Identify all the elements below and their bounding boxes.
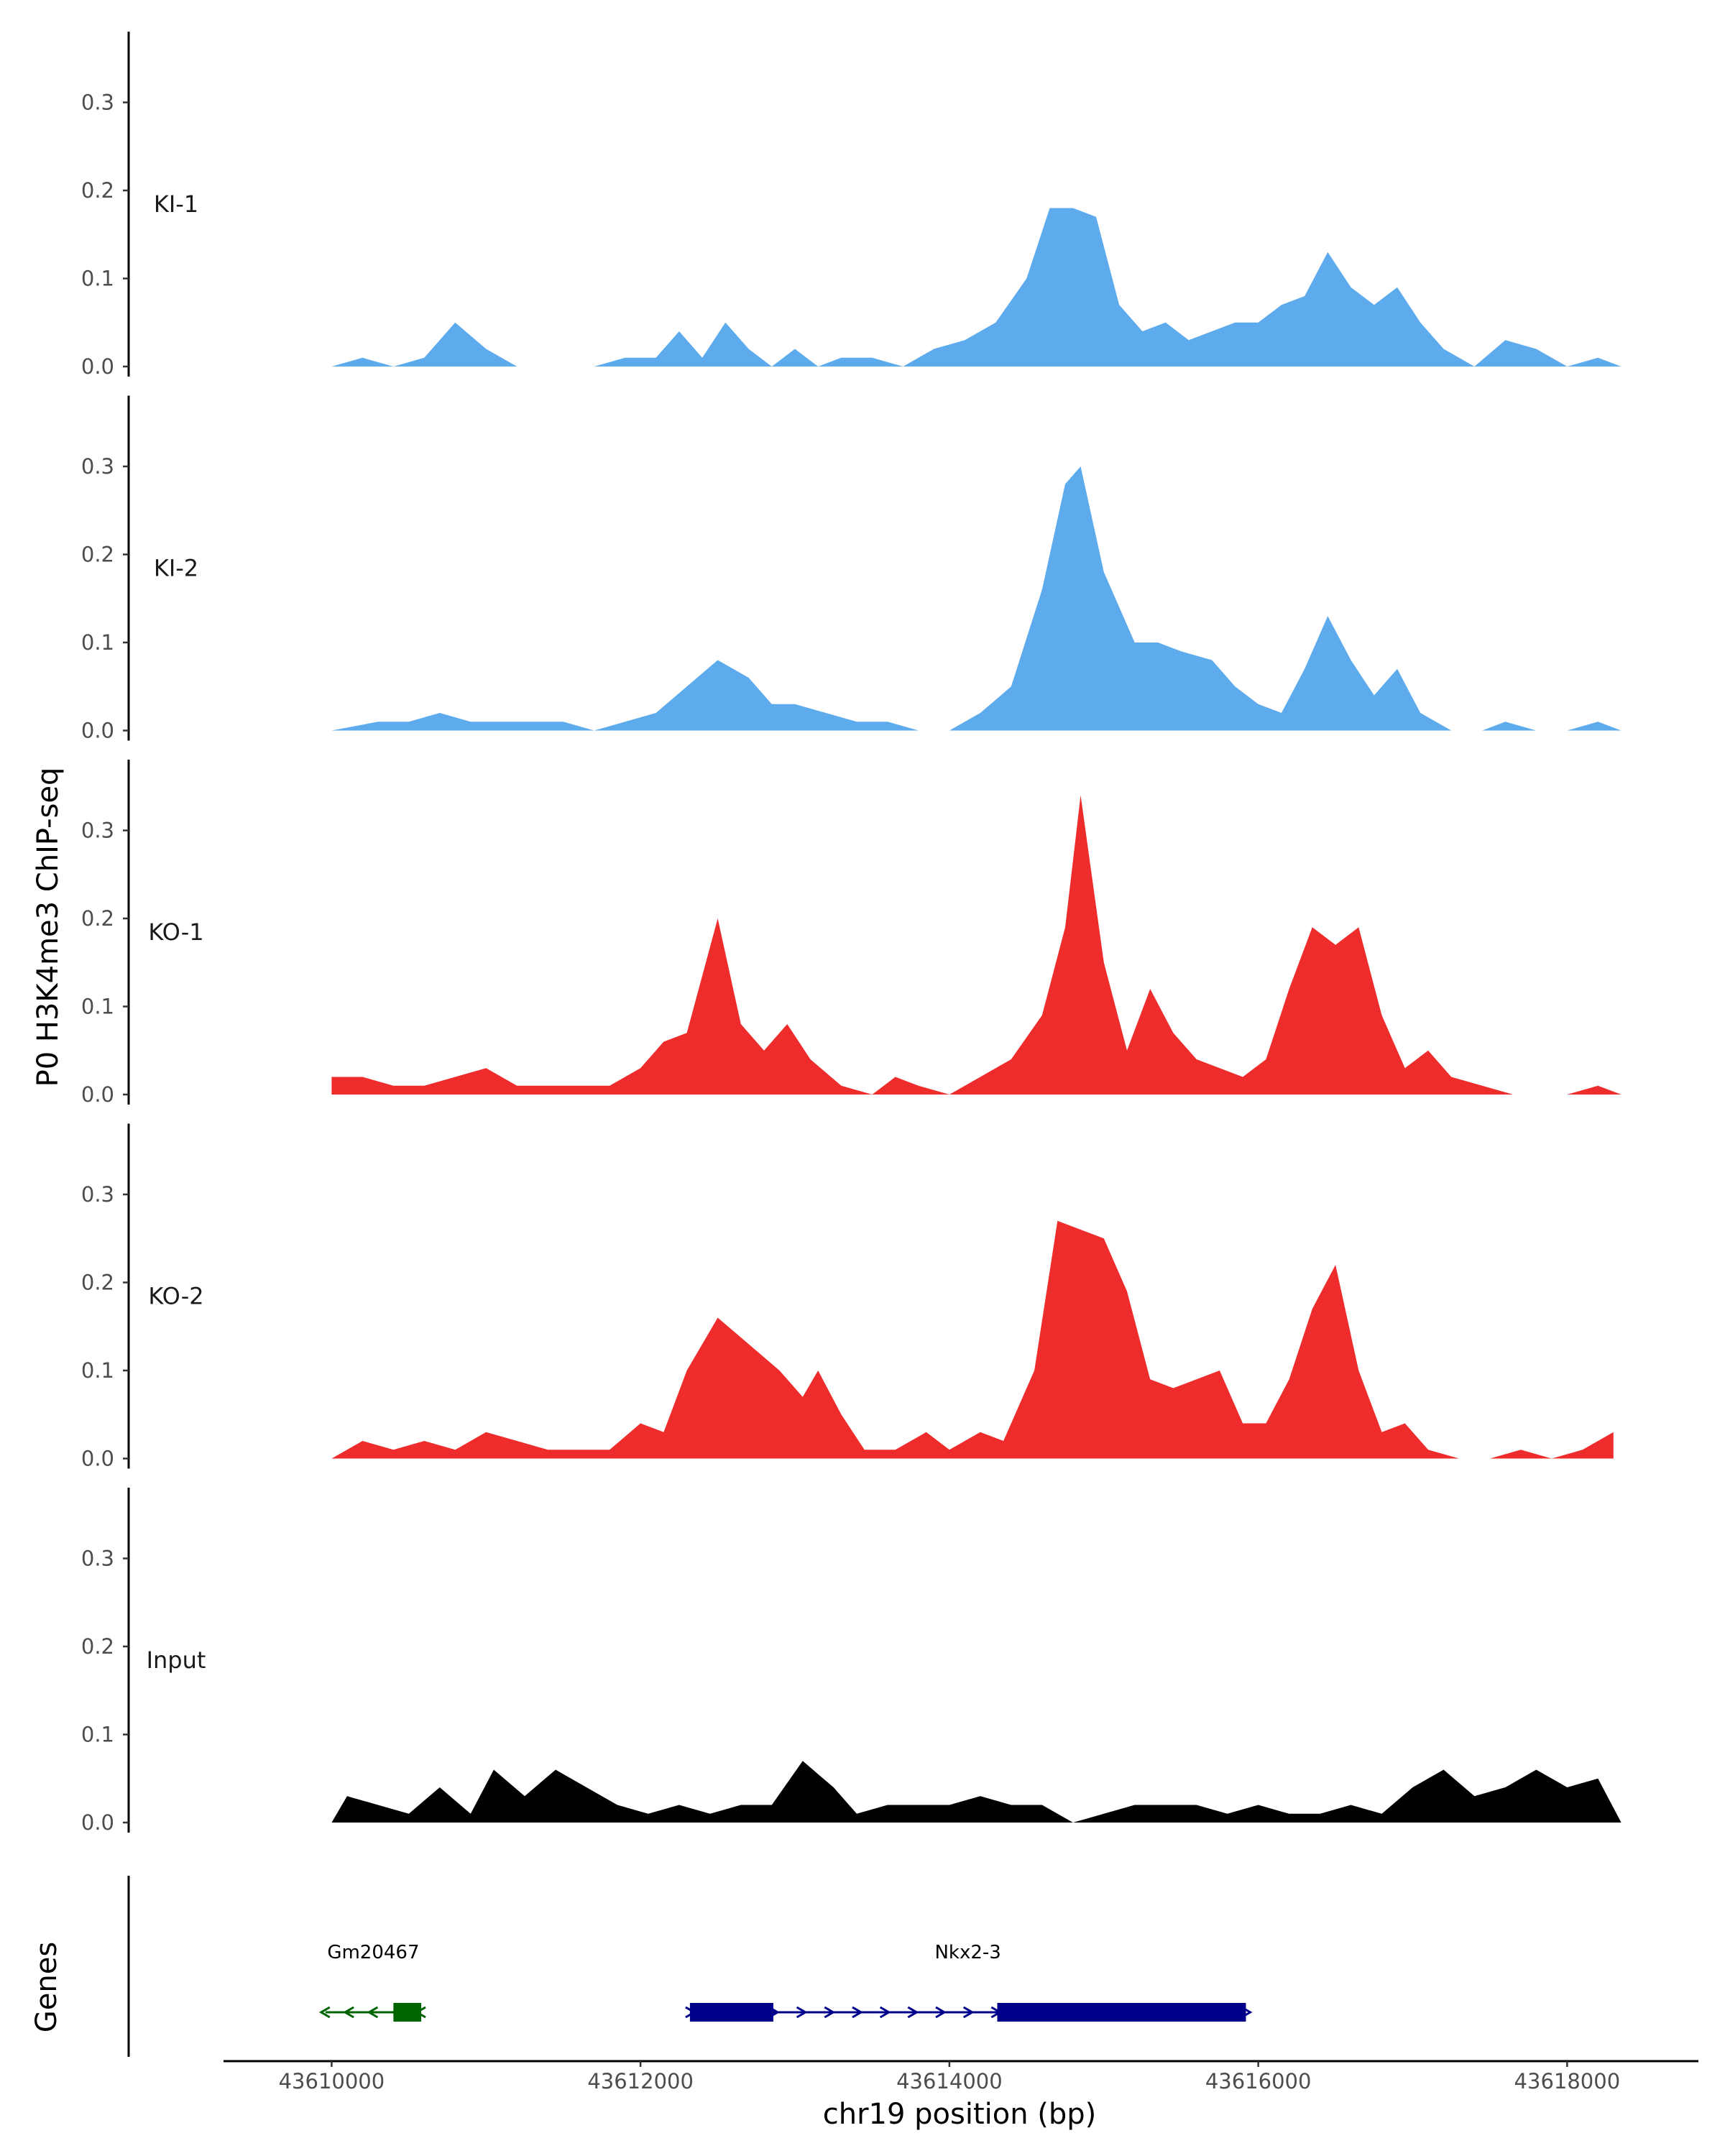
track-label: KI-1: [154, 190, 198, 218]
strand-arrow: [367, 2006, 379, 2019]
y-tick-label: 0.1: [81, 1723, 114, 1747]
genes-axis-title: Genes: [30, 1942, 63, 2032]
y-tick-label: 0.1: [81, 1358, 114, 1383]
y-tick-label: 0.1: [81, 630, 114, 655]
track-label: KO-2: [148, 1283, 203, 1310]
y-tick-label: 0.0: [81, 719, 114, 743]
track-label: KO-1: [148, 918, 203, 946]
strand-arrow: [907, 2006, 919, 2019]
signal-area: [331, 1220, 1614, 1459]
strand-arrow: [852, 2006, 863, 2019]
y-tick-label: 0.3: [81, 819, 114, 843]
gene-panel: Gm20467 Nkx2-3: [127, 1876, 1253, 2057]
y-tick-label: 0.2: [81, 906, 114, 931]
x-tick-label: 43612000: [587, 2069, 694, 2093]
track-label: KI-2: [154, 555, 198, 582]
y-tick-label: 0.0: [81, 1082, 114, 1107]
strand-arrow: [879, 2006, 891, 2019]
x-tick-label: 43610000: [279, 2069, 385, 2093]
y-tick-label: 0.2: [81, 543, 114, 567]
x-axis: 43610000 43612000 43614000 43616000 43618000: [224, 2060, 1698, 2093]
strand-arrow: [318, 2006, 331, 2019]
x-tick-label: 43614000: [896, 2069, 1003, 2093]
signal-area: [331, 208, 1622, 367]
strand-arrow: [343, 2006, 354, 2019]
gene-name-label: Nkx2-3: [934, 1942, 1000, 1963]
x-tick-label: 43616000: [1205, 2069, 1312, 2093]
track-ko-1: 0.0 0.1 0.2 0.3 KO-1: [81, 760, 1622, 1107]
x-tick-label: 43618000: [1514, 2069, 1621, 2093]
track-input: 0.0 0.1 0.2 0.3 Input: [81, 1488, 1622, 1835]
y-tick-label: 0.2: [81, 1271, 114, 1295]
signal-area: [331, 795, 1622, 1095]
y-tick-label: 0.1: [81, 995, 114, 1019]
x-axis-title: chr19 position (bp): [823, 2098, 1097, 2131]
y-tick-label: 0.0: [81, 1810, 114, 1835]
y-tick-label: 0.2: [81, 178, 114, 203]
strand-arrow: [962, 2006, 975, 2019]
exon-block: [997, 2003, 1246, 2022]
gene-gm20467: Gm20467: [318, 1942, 426, 2022]
y-tick-label: 0.3: [81, 454, 114, 479]
signal-area: [331, 1761, 1622, 1823]
signal-area: [331, 466, 1622, 731]
tracks: 0.00.10.20.3KI-10.00.10.20.3KI-20.00.10.…: [81, 32, 1622, 1835]
strand-arrow: [935, 2006, 947, 2019]
y-tick-label: 0.1: [81, 267, 114, 291]
strand-arrow: [796, 2006, 808, 2019]
gene-nkx2-3: Nkx2-3: [685, 1942, 1253, 2022]
track-ko-2: 0.0 0.1 0.2 0.3 KO-2: [81, 1123, 1614, 1471]
y-tick-label: 0.3: [81, 1547, 114, 1571]
y-tick-label: 0.0: [81, 354, 114, 379]
y-tick-label: 0.0: [81, 1447, 114, 1471]
track-ki-2: 0.0 0.1 0.2 0.3 KI-2: [81, 395, 1622, 743]
y-tick-label: 0.3: [81, 1182, 114, 1207]
y-tick-label: 0.3: [81, 91, 114, 115]
y-tick-label: 0.2: [81, 1634, 114, 1659]
track-label: Input: [147, 1646, 206, 1674]
gene-name-label: Gm20467: [327, 1942, 419, 1963]
y-axis-title: P0 H3K4me3 ChIP-seq: [32, 768, 65, 1087]
exon-block: [689, 2003, 773, 2022]
strand-arrow: [824, 2006, 836, 2019]
track-ki-1: 0.0 0.1 0.2 0.3 KI-1: [81, 32, 1622, 379]
exon-block: [393, 2003, 422, 2022]
